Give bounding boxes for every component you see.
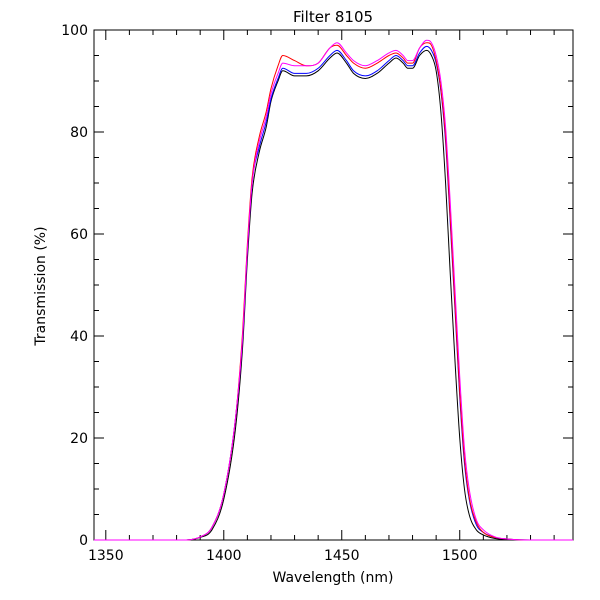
series-line-3 [94, 42, 573, 541]
series-lines [94, 39, 573, 541]
y-tick-label: 80 [70, 125, 88, 141]
series-line-2 [94, 45, 573, 541]
plot-frame [93, 29, 574, 541]
x-tick-label: 1350 [88, 548, 124, 564]
x-tick-label: 1400 [206, 548, 242, 564]
x-tick-label: 1450 [324, 548, 360, 564]
plot-border [93, 29, 574, 541]
chart-title: Filter 8105 [293, 8, 373, 26]
y-tick-label: 40 [70, 329, 88, 345]
y-axis-label: Transmission (%) [33, 226, 49, 346]
y-tick-label: 20 [70, 431, 88, 447]
x-tick-label: 1500 [442, 548, 478, 564]
x-axis-label: Wavelength (nm) [273, 570, 394, 586]
series-line-1 [94, 49, 573, 541]
axis-ticks [94, 29, 573, 541]
axis-tick-labels: 1350 1400 1450 1500 0 20 40 60 80 100 [61, 23, 477, 564]
y-tick-label: 100 [61, 23, 88, 39]
series-line-4 [94, 39, 573, 541]
y-tick-label: 60 [70, 227, 88, 243]
y-tick-label: 0 [79, 533, 88, 549]
